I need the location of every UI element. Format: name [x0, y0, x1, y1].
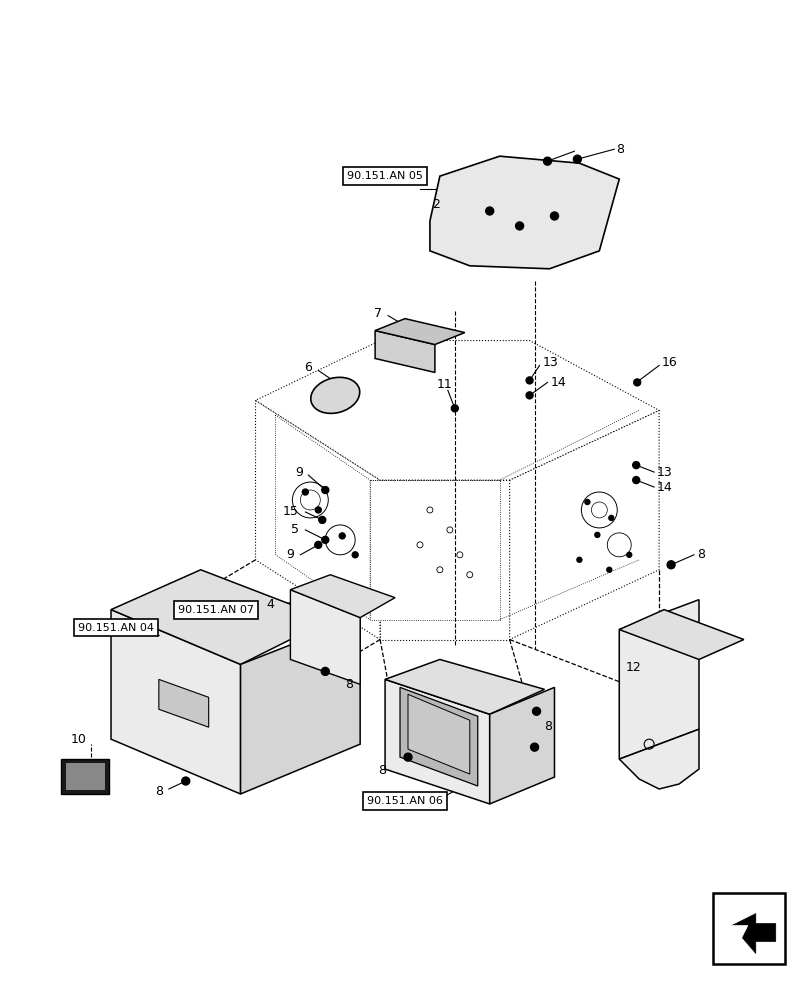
Polygon shape — [370, 480, 499, 620]
Circle shape — [573, 155, 581, 163]
Circle shape — [302, 489, 308, 495]
Circle shape — [543, 157, 551, 165]
Text: 6: 6 — [304, 361, 312, 374]
Polygon shape — [407, 694, 470, 774]
Text: 13: 13 — [656, 466, 672, 479]
Circle shape — [182, 777, 190, 785]
Circle shape — [315, 507, 321, 513]
Text: 2: 2 — [431, 198, 440, 211]
Circle shape — [608, 515, 613, 520]
Circle shape — [667, 561, 674, 569]
Text: 14: 14 — [656, 481, 672, 494]
Circle shape — [576, 557, 581, 562]
Polygon shape — [429, 156, 619, 269]
Polygon shape — [61, 759, 109, 794]
Text: 8: 8 — [696, 548, 704, 561]
Circle shape — [339, 533, 345, 539]
Polygon shape — [375, 331, 435, 372]
Polygon shape — [619, 610, 743, 659]
Polygon shape — [384, 679, 489, 804]
Text: 90.151.AN 05: 90.151.AN 05 — [347, 171, 423, 181]
Circle shape — [530, 743, 538, 751]
Polygon shape — [731, 926, 747, 941]
Text: 7: 7 — [374, 307, 382, 320]
Text: 90.151.AN 07: 90.151.AN 07 — [178, 605, 253, 615]
Text: 16: 16 — [661, 356, 677, 369]
Text: 11: 11 — [436, 378, 453, 391]
Text: 8: 8 — [378, 764, 385, 777]
Circle shape — [321, 667, 328, 675]
Text: 9: 9 — [295, 466, 303, 479]
Text: 15: 15 — [282, 505, 298, 518]
Text: 90.151.AN 06: 90.151.AN 06 — [367, 796, 442, 806]
Circle shape — [404, 753, 411, 761]
Text: 8: 8 — [544, 720, 551, 733]
Text: 8: 8 — [155, 785, 163, 798]
Circle shape — [632, 462, 639, 469]
Polygon shape — [489, 687, 554, 804]
Circle shape — [485, 207, 493, 215]
Circle shape — [515, 222, 523, 230]
Circle shape — [451, 405, 457, 412]
Circle shape — [626, 552, 631, 557]
Polygon shape — [275, 415, 370, 620]
Polygon shape — [111, 570, 330, 664]
Polygon shape — [400, 687, 477, 786]
Circle shape — [315, 541, 321, 548]
Circle shape — [319, 516, 325, 523]
Circle shape — [632, 477, 639, 484]
Text: 14: 14 — [550, 376, 565, 389]
Ellipse shape — [311, 377, 359, 413]
Polygon shape — [731, 914, 775, 953]
Text: 5: 5 — [291, 523, 299, 536]
Polygon shape — [380, 480, 509, 640]
Polygon shape — [619, 729, 698, 789]
Circle shape — [321, 536, 328, 543]
Polygon shape — [619, 600, 698, 759]
Text: 12: 12 — [624, 661, 641, 674]
Circle shape — [606, 567, 611, 572]
Polygon shape — [290, 575, 394, 618]
Text: 3: 3 — [426, 795, 433, 808]
Polygon shape — [159, 679, 208, 727]
Polygon shape — [509, 410, 659, 640]
Text: 90.151.AN 04: 90.151.AN 04 — [78, 623, 154, 633]
Bar — [712, 893, 783, 964]
Circle shape — [550, 212, 558, 220]
Text: 9: 9 — [286, 548, 294, 561]
Polygon shape — [384, 659, 544, 714]
Circle shape — [352, 552, 358, 558]
Polygon shape — [240, 618, 360, 794]
Text: 8: 8 — [345, 678, 353, 691]
Circle shape — [633, 379, 640, 386]
Circle shape — [526, 392, 532, 399]
Circle shape — [321, 487, 328, 494]
Text: 1: 1 — [152, 626, 161, 639]
Text: 10: 10 — [70, 733, 86, 746]
Circle shape — [532, 707, 540, 715]
Polygon shape — [255, 400, 380, 640]
Circle shape — [526, 377, 532, 384]
Text: 8: 8 — [616, 143, 624, 156]
Circle shape — [584, 500, 589, 504]
Polygon shape — [375, 319, 464, 345]
Polygon shape — [111, 610, 240, 794]
Text: 4: 4 — [266, 598, 274, 611]
Polygon shape — [290, 590, 360, 684]
Polygon shape — [255, 341, 659, 480]
Polygon shape — [65, 762, 105, 790]
Text: 13: 13 — [542, 356, 558, 369]
Circle shape — [594, 532, 599, 537]
